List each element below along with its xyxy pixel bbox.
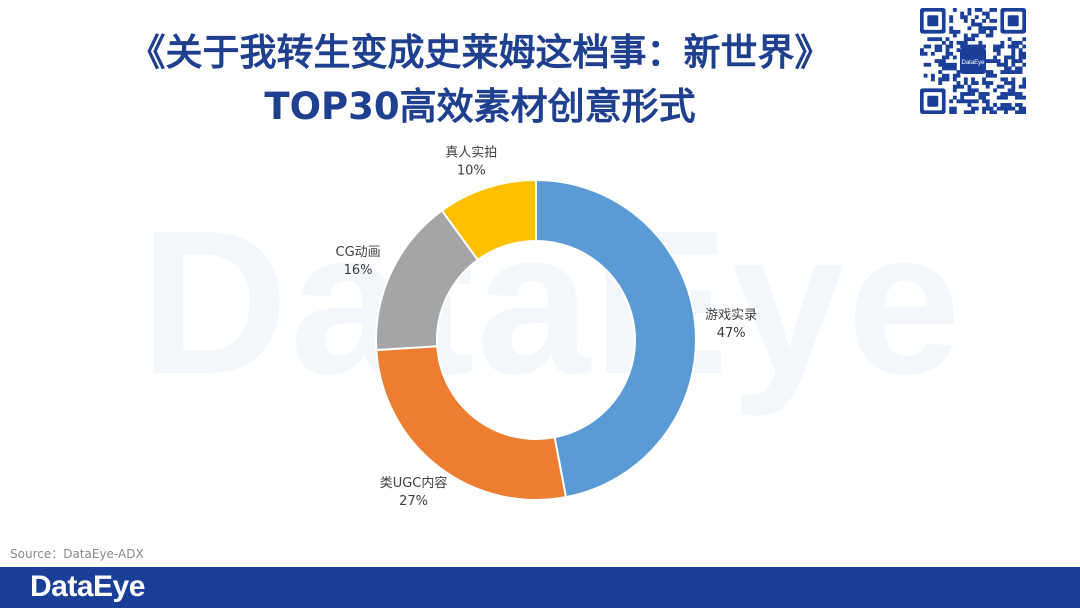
slice-label-0: 游戏实录 xyxy=(705,308,757,323)
svg-text:DataEye: DataEye xyxy=(961,60,985,66)
slice-label-1: 类UGC内容 xyxy=(380,475,448,491)
slice-value-1: 27% xyxy=(399,494,428,509)
source-note: Source：DataEye-ADX xyxy=(10,547,144,561)
chart-subtitle: TOP30高效素材创意形式 xyxy=(264,85,696,128)
chart-title: 《关于我转生变成史莱姆这档事：新世界》 xyxy=(128,31,832,74)
qr-code: DataEye xyxy=(920,8,1026,114)
footer-logo: DataEye xyxy=(30,570,145,603)
footer-bar: DataEye xyxy=(0,567,1080,608)
slice-0 xyxy=(535,178,697,499)
slice-3 xyxy=(440,178,537,262)
slice-value-3: 10% xyxy=(457,163,486,178)
slice-1 xyxy=(375,345,568,501)
slice-label-2: CG动画 xyxy=(336,245,381,260)
slice-value-0: 47% xyxy=(717,326,746,341)
slice-value-2: 16% xyxy=(344,263,373,278)
slice-label-3: 真人实拍 xyxy=(445,145,497,160)
